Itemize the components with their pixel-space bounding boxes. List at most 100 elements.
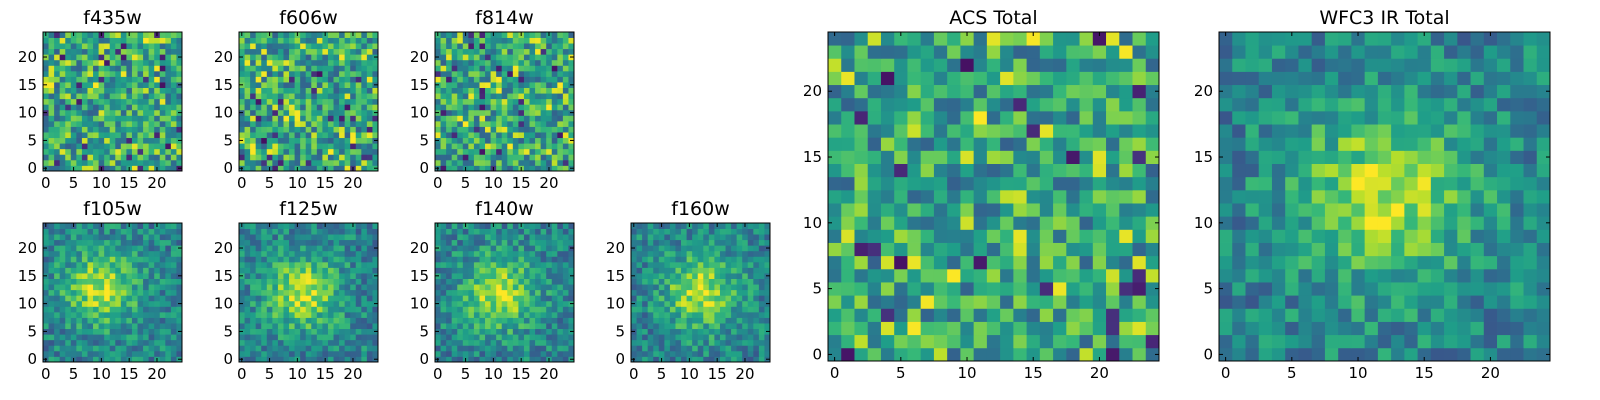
heatmap-cell: [1066, 282, 1080, 296]
heatmap-cell: [311, 239, 318, 246]
heatmap-cell: [244, 126, 251, 133]
heatmap-cell: [300, 32, 307, 38]
heatmap-cell: [446, 48, 453, 55]
heatmap-cell: [65, 284, 72, 291]
heatmap-cell: [446, 43, 453, 50]
heatmap-cell: [479, 32, 486, 38]
heatmap-cell: [758, 317, 765, 324]
heatmap-cell: [143, 245, 150, 252]
heatmap-cell: [933, 163, 948, 178]
heatmap-cell: [535, 250, 542, 257]
heatmap-cell: [764, 256, 771, 263]
heatmap-cell: [294, 87, 301, 94]
heatmap-cell: [490, 65, 497, 72]
heatmap-cell: [339, 228, 346, 235]
heatmap-cell: [339, 82, 346, 88]
heatmap-cell: [468, 234, 475, 241]
heatmap-cell: [54, 115, 61, 122]
heatmap-cell: [490, 261, 497, 268]
heatmap-cell: [159, 334, 166, 341]
heatmap-cell: [692, 323, 699, 330]
heatmap-cell: [512, 165, 519, 172]
heatmap-cell: [70, 120, 77, 127]
heatmap-cell: [669, 295, 676, 302]
heatmap-cell: [316, 256, 323, 263]
heatmap-cell: [154, 339, 161, 346]
heatmap-cell: [490, 37, 497, 44]
heatmap-cell: [440, 289, 447, 296]
heatmap-cell: [93, 93, 99, 100]
heatmap-cell: [300, 87, 307, 94]
heatmap-cell: [355, 120, 362, 127]
heatmap-cell: [255, 289, 262, 296]
heatmap-cell: [277, 350, 284, 357]
heatmap-cell: [664, 239, 671, 246]
heatmap-cell: [54, 339, 61, 346]
heatmap-cell: [703, 250, 710, 257]
heatmap-cell: [322, 256, 329, 263]
heatmap-cell: [1039, 255, 1054, 270]
heatmap-cell: [87, 267, 94, 274]
heatmap-cell: [435, 120, 441, 127]
heatmap-cell: [137, 98, 144, 105]
heatmap-cell: [159, 261, 166, 268]
heatmap-cell: [316, 87, 323, 94]
heatmap-cell: [546, 159, 553, 166]
x-tick-label: 5: [265, 174, 275, 192]
heatmap-cell: [446, 311, 453, 318]
heatmap-cell: [159, 295, 166, 302]
heatmap-cell: [327, 87, 334, 94]
heatmap-cell: [501, 250, 508, 257]
heatmap-cell: [109, 356, 116, 363]
heatmap-cell: [490, 267, 497, 274]
heatmap-cell: [266, 126, 273, 133]
heatmap-cell: [76, 306, 83, 313]
heatmap-cell: [1053, 268, 1067, 283]
heatmap-cell: [907, 216, 922, 230]
heatmap-cell: [126, 317, 133, 324]
heatmap-cell: [87, 126, 94, 133]
heatmap-cell: [435, 350, 441, 357]
heatmap-cell: [283, 256, 290, 263]
heatmap-cell: [535, 295, 542, 302]
heatmap-cell: [1013, 255, 1027, 270]
heatmap-cell: [333, 104, 340, 111]
heatmap-cell: [479, 43, 486, 50]
heatmap-cell: [1053, 242, 1067, 257]
heatmap-cell: [372, 37, 379, 44]
heatmap-cell: [758, 261, 765, 268]
heatmap-cell: [501, 311, 508, 318]
heatmap-cell: [880, 255, 895, 270]
heatmap-cell: [719, 234, 726, 241]
heatmap-cell: [512, 87, 519, 94]
heatmap-cell: [316, 278, 323, 285]
heatmap-cell: [255, 137, 262, 144]
heatmap-cell: [120, 126, 127, 133]
heatmap-cell: [642, 339, 649, 346]
heatmap-cell: [350, 256, 357, 263]
heatmap-cell: [907, 150, 922, 164]
heatmap-cell: [300, 165, 307, 172]
heatmap-cell: [446, 143, 453, 150]
heatmap-cell: [535, 245, 542, 252]
heatmap-cell: [261, 356, 268, 363]
heatmap-cell: [81, 109, 88, 116]
heatmap-cell: [435, 104, 441, 111]
heatmap-cell: [289, 267, 295, 274]
heatmap-cell: [239, 132, 245, 139]
heatmap-cell: [300, 43, 307, 50]
heatmap-cell: [535, 137, 542, 144]
heatmap-cell: [636, 278, 643, 285]
heatmap-cell: [93, 311, 99, 318]
heatmap-cell: [501, 70, 508, 77]
heatmap-cell: [327, 126, 334, 133]
heatmap-cell: [327, 306, 334, 313]
heatmap-cell: [283, 223, 290, 229]
heatmap-cell: [562, 350, 569, 357]
heatmap-cell: [1132, 216, 1147, 230]
heatmap-cell: [289, 65, 295, 72]
heatmap-cell: [104, 234, 111, 241]
heatmap-cell: [143, 109, 150, 116]
